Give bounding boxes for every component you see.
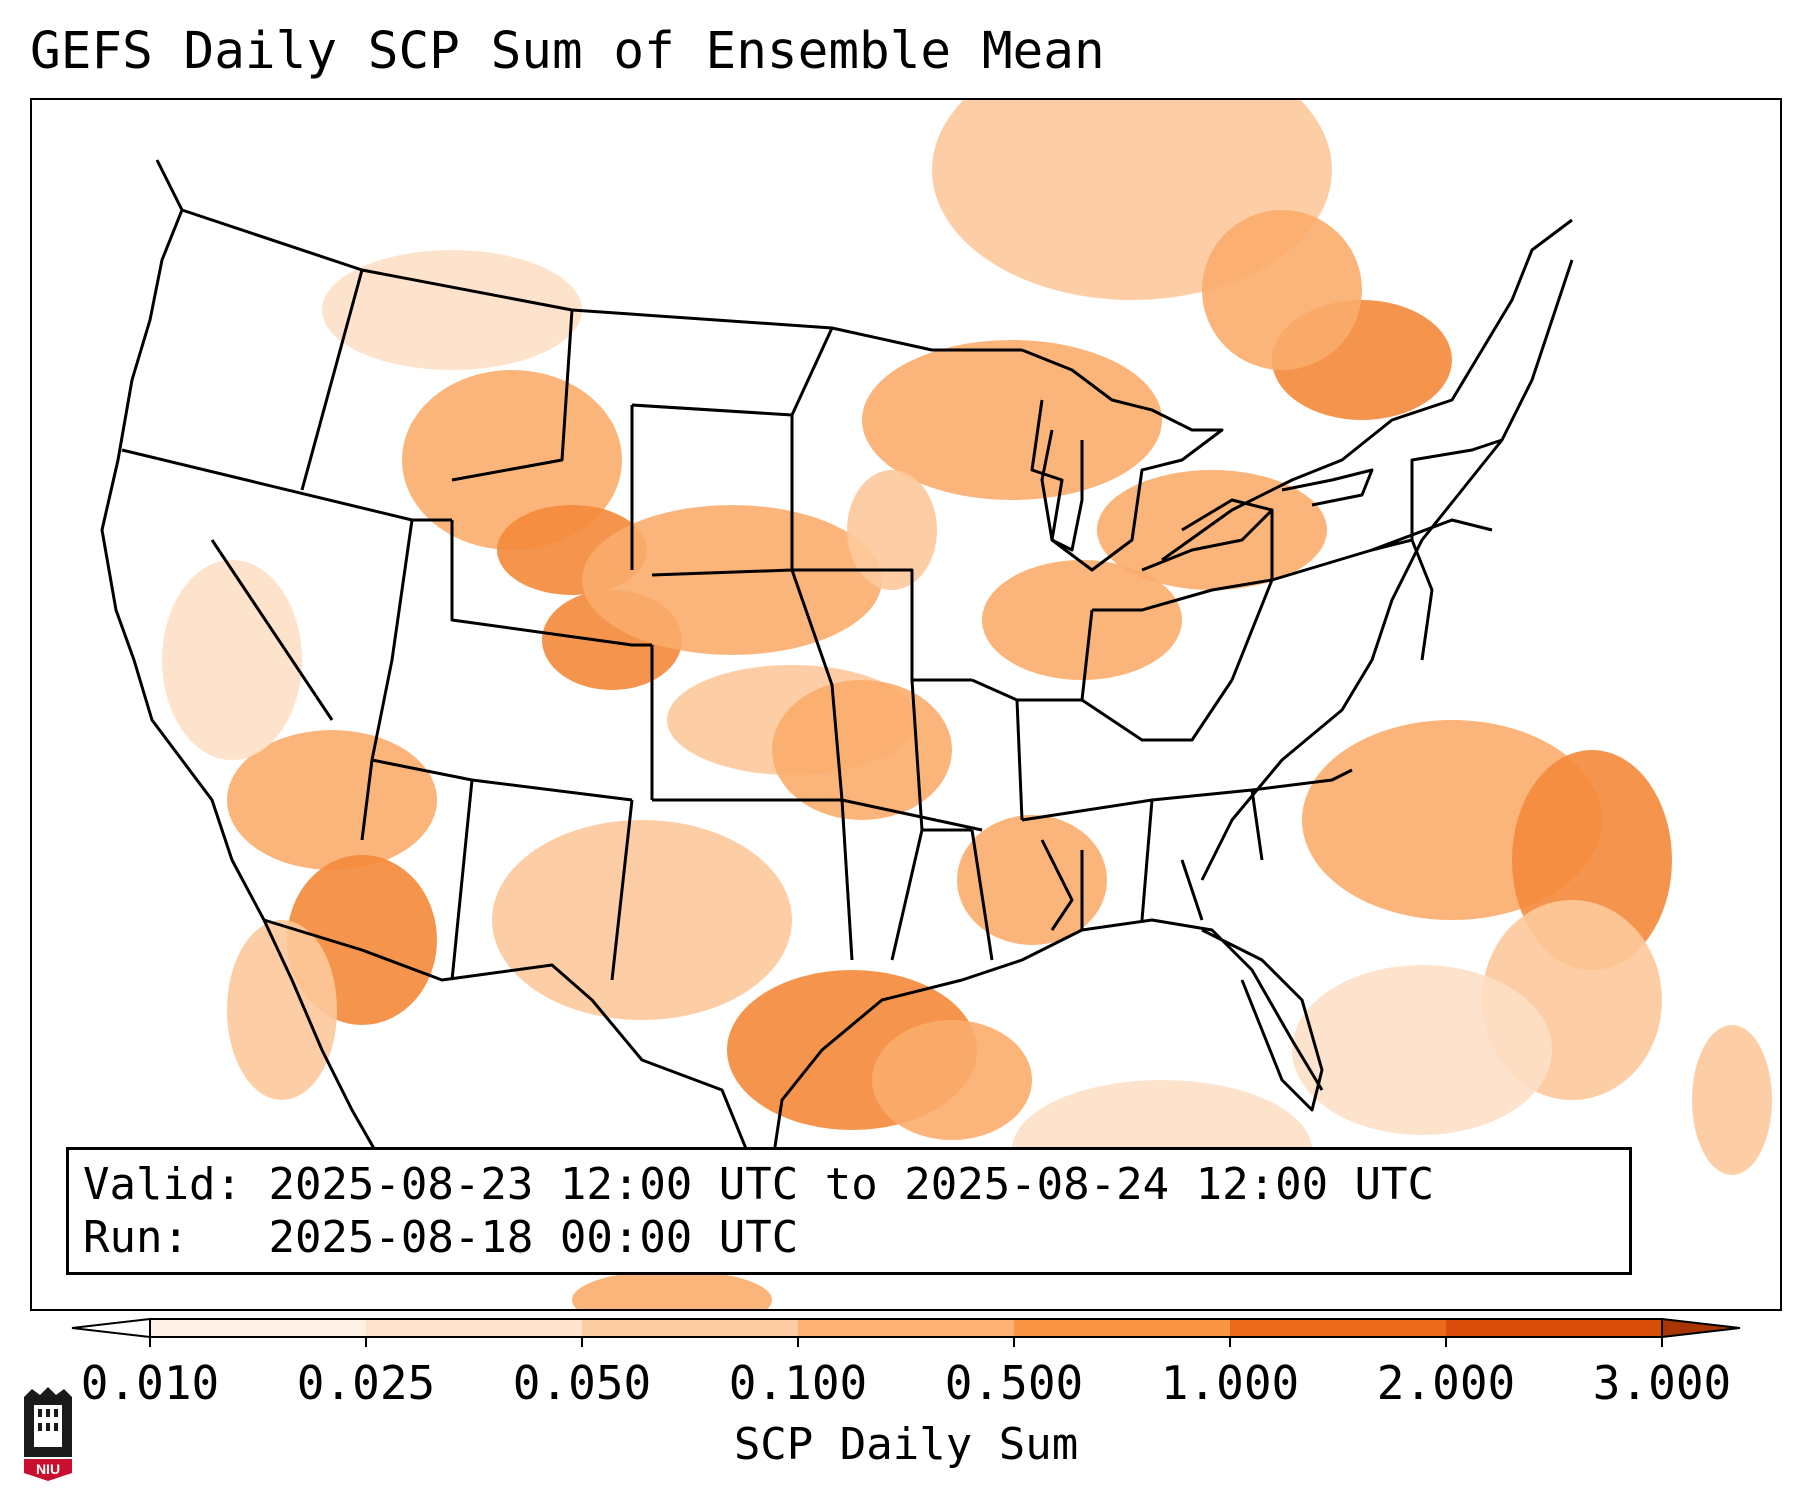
colorbar-tick-label: 0.010	[80, 1356, 220, 1410]
valid-line: Valid: 2025-08-23 12:00 UTC to 2025-08-2…	[83, 1158, 1629, 1211]
scp-field-area	[847, 470, 937, 590]
state-lines-central	[790, 568, 1353, 961]
colorbar-label: SCP Daily Sum	[733, 1419, 1079, 1470]
colorbar-tick-label: 0.100	[728, 1356, 868, 1410]
canada-east-border	[1161, 218, 1573, 562]
scp-field-area	[402, 370, 622, 550]
colorbar-segment	[150, 1319, 366, 1337]
scp-map	[100, 100, 1772, 1309]
colorbar-segment	[1446, 1319, 1662, 1337]
scp-field-area	[1692, 1025, 1772, 1175]
colorbar-ticks	[149, 1337, 1663, 1347]
colorbar-tick-label: 0.050	[512, 1356, 652, 1410]
svg-text:NIU: NIU	[36, 1461, 60, 1477]
state-lines-west	[121, 269, 854, 981]
colorbar-segment	[798, 1319, 1014, 1337]
gulf-coastline	[765, 918, 1324, 1201]
state-boundaries	[100, 159, 1574, 1242]
run-line: Run: 2025-08-18 00:00 UTC	[83, 1211, 1629, 1264]
colorbar-over-extension	[1661, 1317, 1741, 1339]
scp-field-area	[957, 815, 1107, 945]
map-title: GEFS Daily SCP Sum of Ensemble Mean	[30, 22, 1105, 81]
scp-field-area	[582, 505, 882, 655]
lake-michigan	[1040, 429, 1084, 552]
canada-border	[181, 208, 1022, 352]
run-label: Run:	[83, 1212, 189, 1263]
west-coastline	[100, 159, 454, 1242]
valid-range: 2025-08-23 12:00 UTC to 2025-08-24 12:00…	[268, 1159, 1435, 1210]
colorbar-tick-label: 0.500	[944, 1356, 1084, 1410]
validity-info-box: Valid: 2025-08-23 12:00 UTC to 2025-08-2…	[66, 1147, 1632, 1275]
colorbar-segments	[71, 1317, 1741, 1339]
scp-field-area	[1097, 470, 1327, 590]
colorbar-tick-label: 1.000	[1160, 1356, 1300, 1410]
lake-ontario	[1281, 468, 1374, 507]
mexico-border	[263, 918, 769, 1201]
great-lakes-outline	[1021, 348, 1224, 572]
colorbar-tick-label: 3.000	[1592, 1356, 1732, 1410]
colorbar	[71, 1317, 1741, 1347]
scp-field-area	[872, 1020, 1032, 1140]
scp-field-area	[1202, 210, 1362, 370]
scp-field-area	[492, 820, 792, 1020]
scp-field-area	[227, 920, 337, 1100]
niu-logo: NIU	[24, 1387, 72, 1481]
scp-field-layer	[162, 100, 1772, 1309]
valid-label: Valid:	[83, 1159, 242, 1210]
colorbar-outline	[149, 1318, 1663, 1338]
colorbar-tick-label: 2.000	[1376, 1356, 1516, 1410]
lake-erie	[1141, 498, 1274, 572]
scp-field-area	[772, 680, 952, 820]
map-panel	[30, 98, 1782, 1311]
florida-outline	[1201, 928, 1324, 1112]
scp-field-area	[227, 730, 437, 870]
state-lines-east	[1230, 438, 1503, 681]
colorbar-segment	[1014, 1319, 1230, 1337]
colorbar-under-extension	[71, 1317, 151, 1339]
colorbar-segment	[1230, 1319, 1446, 1337]
scp-field-area	[982, 560, 1182, 680]
colorbar-segment	[366, 1319, 582, 1337]
run-time: 2025-08-18 00:00 UTC	[268, 1212, 799, 1263]
east-coastline	[1200, 259, 1574, 881]
colorbar-segment	[582, 1319, 798, 1337]
scp-field-area	[162, 560, 302, 760]
colorbar-tick-label: 0.025	[296, 1356, 436, 1410]
scp-field-area	[572, 1270, 772, 1309]
scp-field-area	[322, 250, 582, 370]
scp-field-area	[1292, 965, 1552, 1135]
